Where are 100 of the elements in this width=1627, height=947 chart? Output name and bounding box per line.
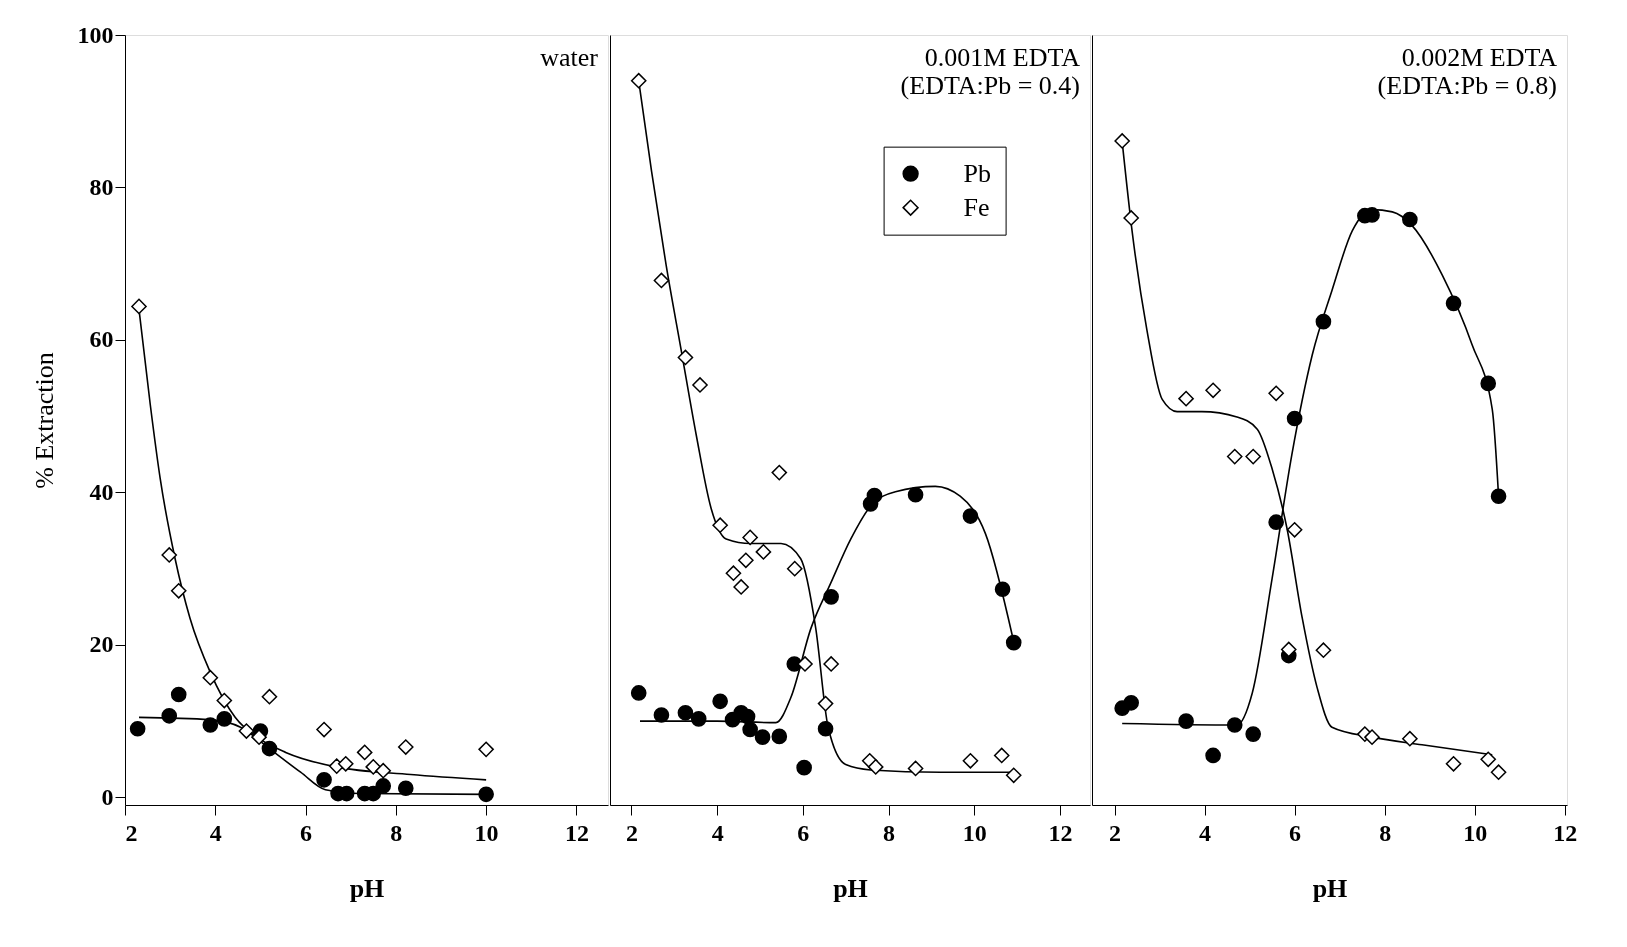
x-tick-label: 4 <box>1199 819 1212 846</box>
point <box>907 486 924 503</box>
point <box>170 686 187 703</box>
point <box>1286 410 1303 427</box>
x-tick-label: 4 <box>209 819 222 846</box>
x-tick-label: 8 <box>883 819 896 846</box>
point <box>375 762 392 779</box>
point <box>907 760 924 777</box>
point <box>316 772 332 788</box>
point <box>1123 695 1139 711</box>
point <box>1178 713 1194 729</box>
x-axis-title: pH <box>349 873 385 903</box>
y-tick-label: 60 <box>89 326 114 353</box>
point <box>356 744 373 761</box>
point <box>755 544 772 560</box>
point <box>337 756 354 772</box>
point <box>1268 514 1284 530</box>
point <box>677 349 694 366</box>
point <box>1245 726 1262 742</box>
point <box>771 464 788 481</box>
point <box>1226 717 1243 733</box>
point <box>817 720 834 737</box>
point <box>1205 382 1221 399</box>
point <box>742 721 758 738</box>
x-tick-label: 10 <box>1463 819 1488 846</box>
point <box>1480 751 1497 768</box>
x-tick-label: 8 <box>390 819 403 846</box>
point <box>733 579 749 595</box>
point <box>397 739 414 755</box>
x-tick-label: 6 <box>797 819 810 846</box>
point <box>478 786 494 803</box>
point <box>1402 730 1418 747</box>
point <box>739 708 756 725</box>
point <box>962 508 979 524</box>
point <box>1364 729 1380 745</box>
point <box>161 547 178 563</box>
point <box>375 778 392 794</box>
point <box>202 669 219 686</box>
point <box>712 517 728 534</box>
point <box>161 707 178 724</box>
point <box>712 693 728 710</box>
point <box>823 656 839 672</box>
point <box>1315 313 1332 330</box>
point <box>1280 641 1297 658</box>
x-tick-label: 12 <box>564 819 589 846</box>
point <box>817 695 834 712</box>
point <box>1480 375 1497 392</box>
point <box>866 487 883 504</box>
point <box>797 656 813 672</box>
x-tick-label: 2 <box>1109 819 1122 846</box>
point <box>1123 210 1139 226</box>
x-axis-title: pH <box>1312 873 1348 903</box>
point <box>216 692 233 709</box>
legend-label: Pb <box>963 158 992 188</box>
annotation: water <box>540 43 599 72</box>
x-tick-label: 2 <box>625 819 638 846</box>
point <box>725 565 742 582</box>
x-tick-label: 12 <box>1553 819 1578 846</box>
point <box>251 729 267 745</box>
point <box>771 728 788 745</box>
x-tick-label: 6 <box>300 819 313 846</box>
point <box>1268 385 1284 402</box>
y-tick-label: 0 <box>101 783 114 810</box>
point <box>742 529 758 546</box>
point <box>690 711 707 727</box>
point <box>630 685 647 701</box>
point <box>478 741 494 758</box>
point <box>677 704 694 721</box>
y-axis-title: % Extraction <box>29 352 59 489</box>
point <box>202 717 219 733</box>
point <box>653 707 670 723</box>
annotation: 0.001M EDTA (EDTA:Pb = 0.4) <box>900 43 1081 100</box>
point <box>962 752 979 769</box>
point <box>397 780 414 797</box>
point <box>216 711 233 727</box>
x-tick-label: 4 <box>711 819 724 846</box>
point <box>1445 295 1462 312</box>
point <box>1205 747 1221 764</box>
point <box>1005 767 1022 784</box>
point <box>1245 448 1262 465</box>
point <box>1315 642 1332 659</box>
x-tick-label: 10 <box>962 819 987 846</box>
point <box>993 747 1010 764</box>
point <box>1226 448 1243 465</box>
x-tick-label: 6 <box>1289 819 1302 846</box>
point <box>630 72 647 89</box>
point <box>1490 764 1507 781</box>
point <box>238 723 255 739</box>
point <box>316 721 332 738</box>
y-tick-label: 40 <box>89 478 114 505</box>
point <box>1402 211 1418 228</box>
y-tick-label: 100 <box>77 21 114 48</box>
x-axis-title: pH <box>833 873 868 903</box>
point <box>129 720 146 737</box>
y-tick-label: 80 <box>89 173 114 200</box>
point <box>692 377 708 393</box>
point <box>1445 756 1462 772</box>
point <box>261 740 278 757</box>
point <box>754 729 771 745</box>
point <box>738 552 754 569</box>
